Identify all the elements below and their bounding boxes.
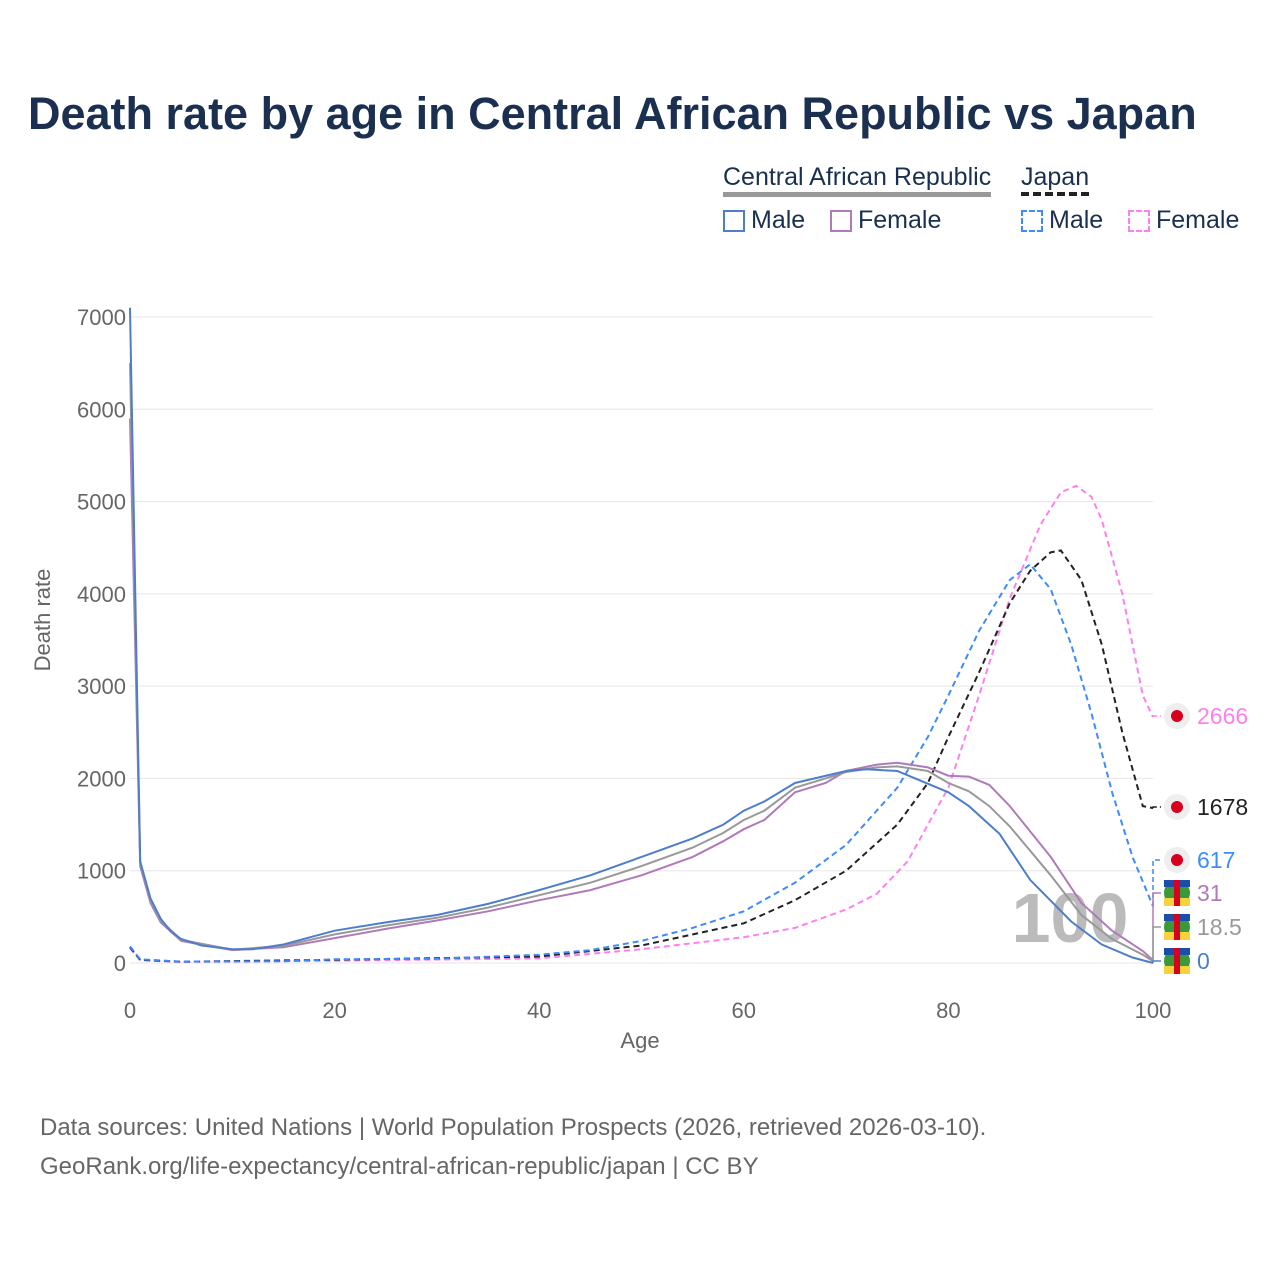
end-label-connector [1152,806,1161,809]
end-label-connector [1152,926,1161,962]
x-tick-label: 20 [322,998,346,1023]
series-line-japan-total [129,549,1154,963]
legend-label: Male [1049,206,1104,234]
series-line-japan-male [129,562,1154,963]
legend-label: Male [751,206,806,234]
chart-title: Death rate by age in Central African Rep… [28,88,1197,139]
y-tick-label: 2000 [77,766,126,791]
japan-flag-icon [1171,710,1183,722]
end-value-label: 31 [1197,880,1223,906]
x-tick-label: 100 [1135,998,1172,1023]
hover-age-label: 100 [1012,879,1129,957]
y-tick-label: 5000 [77,490,126,515]
legend-swatch [830,210,852,232]
legend-label: Female [858,206,942,234]
source-note: Data sources: United Nations | World Pop… [40,1108,986,1186]
end-label-connector [1152,715,1161,717]
legend-group-car: Central African Republic [723,163,992,197]
end-label-connector [1152,859,1161,907]
x-tick-label: 0 [124,998,136,1023]
legend-car-female[interactable]: Female [830,206,941,235]
end-value-label: 617 [1197,847,1235,873]
legend-japan-female[interactable]: Female [1128,206,1239,235]
x-tick-label: 40 [527,998,551,1023]
x-tick-label: 80 [936,998,960,1023]
end-value-label: 0 [1197,948,1210,974]
end-value-label: 18.5 [1197,914,1242,940]
legend-car-male[interactable]: Male [723,206,805,235]
legend-group-japan: Japan [1021,163,1090,196]
legend-swatch [1128,210,1150,232]
y-tick-label: 7000 [77,305,126,330]
x-axis-label: Age [620,1028,659,1053]
y-tick-label: 3000 [77,674,126,699]
y-axis-label: Death rate [30,569,55,672]
source-link[interactable]: GeoRank.org/life-expectancy/central-afri… [40,1153,759,1180]
y-tick-label: 0 [114,951,126,976]
end-value-label: 2666 [1197,703,1248,729]
end-label-connector [1152,960,1161,963]
series-line-central-african-republic-total [129,363,1154,963]
car-flag-icon [1174,880,1180,906]
series-line-japan-female [129,484,1154,963]
legend-label: Female [1156,206,1240,234]
y-tick-label: 4000 [77,582,126,607]
y-tick-label: 1000 [77,859,126,884]
japan-flag-icon [1171,854,1183,866]
legend-swatch [1021,210,1043,232]
y-tick-label: 6000 [77,397,126,422]
x-tick-label: 60 [732,998,756,1023]
japan-flag-icon [1171,801,1183,813]
series-line-central-african-republic-female [129,418,1154,961]
legend-japan-male[interactable]: Male [1021,206,1103,235]
legend-swatch [723,210,745,232]
series-line-central-african-republic-male [129,307,1154,964]
source-line: Data sources: United Nations | World Pop… [40,1114,987,1141]
car-flag-icon [1174,948,1180,974]
end-value-label: 1678 [1197,794,1248,820]
car-flag-icon [1174,914,1180,940]
